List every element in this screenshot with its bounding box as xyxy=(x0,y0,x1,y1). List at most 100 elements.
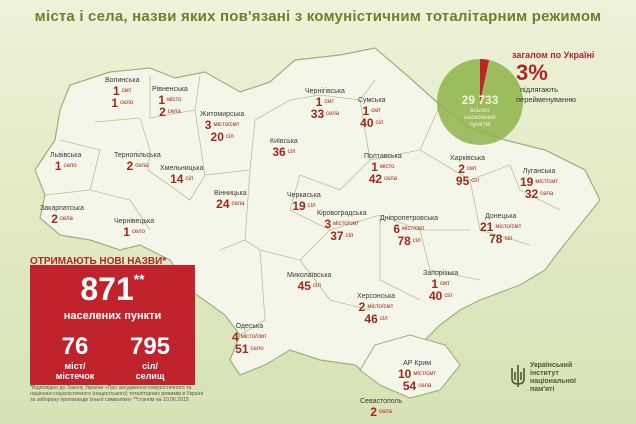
rename-heading: ОТРИМАЮТЬ НОВІ НАЗВИ* xyxy=(30,256,167,267)
crimea-outline xyxy=(359,334,461,399)
region-0: Волинська 1 смт 1 село xyxy=(105,77,140,109)
region-name: Полтавська xyxy=(364,153,402,160)
region-unit: сіл xyxy=(412,238,421,245)
region-23: АР Крим 10 міст/смт 54 села xyxy=(398,360,436,392)
region-5: Львівська 1 село xyxy=(50,152,81,172)
region-value-row: 33 села xyxy=(305,108,345,120)
region-value-row: 3 місто/смт xyxy=(317,218,367,230)
region-unit: смт xyxy=(440,281,450,288)
region-unit: села xyxy=(418,383,432,390)
region-unit: смт xyxy=(121,88,132,95)
region-count: 1 xyxy=(158,93,166,107)
region-value-row: 51 село xyxy=(232,343,267,355)
region-value-row: 40 сіл xyxy=(423,290,458,302)
region-count: 2 xyxy=(458,162,465,176)
percent-note-1: підлягають xyxy=(520,85,559,94)
region-name: Житомирська xyxy=(200,111,245,118)
region-unit: сіл xyxy=(185,176,194,183)
region-count: 3 xyxy=(324,217,332,231)
region-borders xyxy=(44,74,561,336)
region-count: 21 xyxy=(480,220,494,234)
region-value-row: 78 сіл xyxy=(480,233,521,245)
region-unit: місто/смт xyxy=(367,304,394,311)
villages-label-2: селищ xyxy=(135,371,165,381)
region-value-row: 20 сіл xyxy=(200,131,244,143)
region-count: 36 xyxy=(272,145,286,159)
region-count: 1 xyxy=(54,159,62,173)
region-name: Волинська xyxy=(105,77,140,84)
region-unit: села xyxy=(167,109,181,116)
region-13: Чернівецька 1 село xyxy=(114,218,154,238)
region-count: 54 xyxy=(402,379,417,393)
region-value-row: 2 села xyxy=(360,406,402,418)
region-value-row: 32 села xyxy=(520,188,558,200)
cities-number: 76 xyxy=(61,333,89,360)
region-name: Миколаївська xyxy=(287,272,332,279)
region-value-row: 10 міст/смт xyxy=(398,368,436,380)
region-11: Луганська 19 міст/смт 32 села xyxy=(520,168,558,200)
total-note-2: населених xyxy=(464,114,496,121)
region-15: Черкаська 19 сіл xyxy=(287,192,321,212)
region-name: АР Крим xyxy=(403,360,432,367)
region-8: Київська 36 сіл xyxy=(270,138,298,158)
region-unit: села xyxy=(59,216,73,223)
region-count: 1 xyxy=(111,96,119,110)
region-value-row: 4 місто/смт xyxy=(232,331,267,343)
region-unit: село xyxy=(250,346,264,353)
region-count: 40 xyxy=(360,116,374,130)
region-2: Житомирська 3 місто/смт 20 сіл xyxy=(200,111,244,143)
region-value-row: 1 село xyxy=(114,226,154,238)
region-value-row: 95 сіл xyxy=(450,175,485,187)
region-value-row: 78 сіл xyxy=(380,235,438,247)
villages-number: 795 xyxy=(129,333,171,360)
institute-line-1: Український xyxy=(530,362,573,369)
region-count: 3 xyxy=(204,118,212,132)
region-unit: місто/смт xyxy=(495,224,522,231)
footnote: *Відповідно до Закону України «Про засуд… xyxy=(30,385,204,404)
cities-label-1: міст/ xyxy=(64,361,86,371)
region-value-row: 1 село xyxy=(50,160,81,172)
region-name: Рівненська xyxy=(152,86,188,93)
region-count: 1 xyxy=(315,95,323,109)
region-count: 37 xyxy=(330,229,344,243)
region-count: 2 xyxy=(358,300,366,314)
region-unit: місто xyxy=(379,164,395,171)
region-count: 33 xyxy=(310,107,325,121)
region-3: Чернігівська 1 смт 33 села xyxy=(305,88,345,120)
region-value-row: 21 місто/смт xyxy=(480,221,521,233)
villages-label-1: сіл/ xyxy=(142,361,158,371)
region-10: Харківська 2 смт 95 сіл xyxy=(450,155,485,187)
region-unit: села xyxy=(135,163,149,170)
region-count: 14 xyxy=(170,172,184,186)
region-value-row: 6 міст/смт xyxy=(380,223,438,235)
region-value-row: 2 села xyxy=(40,213,84,225)
region-17: Дніпропетровська 6 міст/смт 78 сіл xyxy=(380,215,438,247)
region-name: Севастополь xyxy=(360,398,403,405)
region-16: Кіровоградська 3 місто/смт 37 сіл xyxy=(317,210,367,242)
rename-big-mark: ** xyxy=(133,271,145,287)
region-count: 19 xyxy=(520,175,534,189)
region-name: Одеська xyxy=(235,323,264,330)
region-unit: сіл xyxy=(471,178,480,185)
percent-value: 3% xyxy=(516,60,548,85)
region-value-row: 24 села xyxy=(214,198,247,210)
region-unit: села xyxy=(540,191,554,198)
region-name: Харківська xyxy=(450,155,485,162)
region-count: 1 xyxy=(123,225,130,239)
percent-slice xyxy=(480,59,489,102)
region-unit: сіл xyxy=(307,203,316,210)
trident-icon xyxy=(511,365,525,387)
region-value-row: 1 місто xyxy=(364,161,402,173)
region-name: Закарпатська xyxy=(40,205,85,212)
region-count: 40 xyxy=(429,289,443,303)
region-value-row: 36 сіл xyxy=(270,146,298,158)
region-unit: село xyxy=(120,100,134,107)
region-unit: міст/смт xyxy=(413,371,437,378)
region-unit: сіл xyxy=(345,233,354,240)
region-name: Тернопільська xyxy=(114,152,161,159)
region-value-row: 14 сіл xyxy=(160,173,203,185)
region-unit: село xyxy=(131,229,145,236)
region-9: Полтавська 1 місто 42 села xyxy=(364,153,402,185)
region-count: 42 xyxy=(368,172,383,186)
region-value-row: 1 село xyxy=(105,97,140,109)
